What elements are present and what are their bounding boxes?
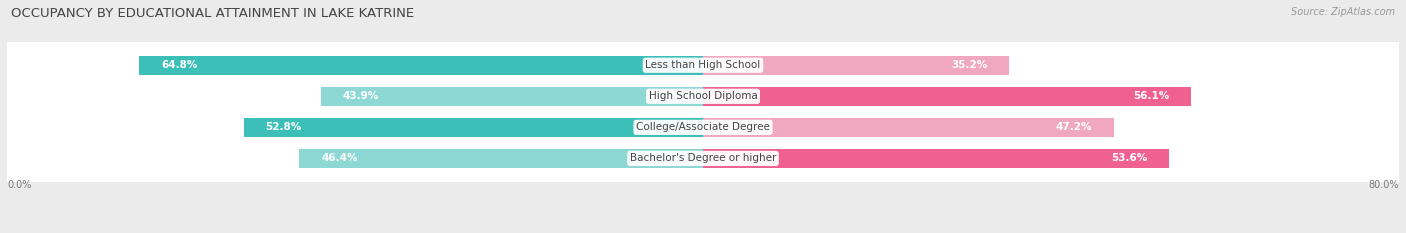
Legend: Owner-occupied, Renter-occupied: Owner-occupied, Renter-occupied <box>595 231 811 233</box>
Text: 52.8%: 52.8% <box>266 122 302 132</box>
Text: 46.4%: 46.4% <box>321 154 357 163</box>
FancyBboxPatch shape <box>0 98 1406 157</box>
Text: 47.2%: 47.2% <box>1056 122 1092 132</box>
Bar <box>703 87 1191 106</box>
Text: Source: ZipAtlas.com: Source: ZipAtlas.com <box>1291 7 1395 17</box>
Text: 56.1%: 56.1% <box>1133 91 1170 101</box>
Text: 53.6%: 53.6% <box>1111 154 1147 163</box>
Bar <box>139 56 703 75</box>
Text: 43.9%: 43.9% <box>343 91 380 101</box>
Bar <box>243 118 703 137</box>
Text: High School Diploma: High School Diploma <box>648 91 758 101</box>
Text: OCCUPANCY BY EDUCATIONAL ATTAINMENT IN LAKE KATRINE: OCCUPANCY BY EDUCATIONAL ATTAINMENT IN L… <box>11 7 415 20</box>
FancyBboxPatch shape <box>0 67 1406 126</box>
FancyBboxPatch shape <box>0 36 1406 94</box>
Bar <box>703 149 1170 168</box>
FancyBboxPatch shape <box>0 129 1406 188</box>
Text: 35.2%: 35.2% <box>952 60 987 70</box>
Text: 0.0%: 0.0% <box>7 180 31 190</box>
Text: 64.8%: 64.8% <box>162 60 197 70</box>
Text: 80.0%: 80.0% <box>1368 180 1399 190</box>
Text: Bachelor's Degree or higher: Bachelor's Degree or higher <box>630 154 776 163</box>
Bar <box>703 56 1010 75</box>
Text: Less than High School: Less than High School <box>645 60 761 70</box>
Bar <box>299 149 703 168</box>
Text: College/Associate Degree: College/Associate Degree <box>636 122 770 132</box>
Bar <box>703 118 1114 137</box>
Bar <box>321 87 703 106</box>
